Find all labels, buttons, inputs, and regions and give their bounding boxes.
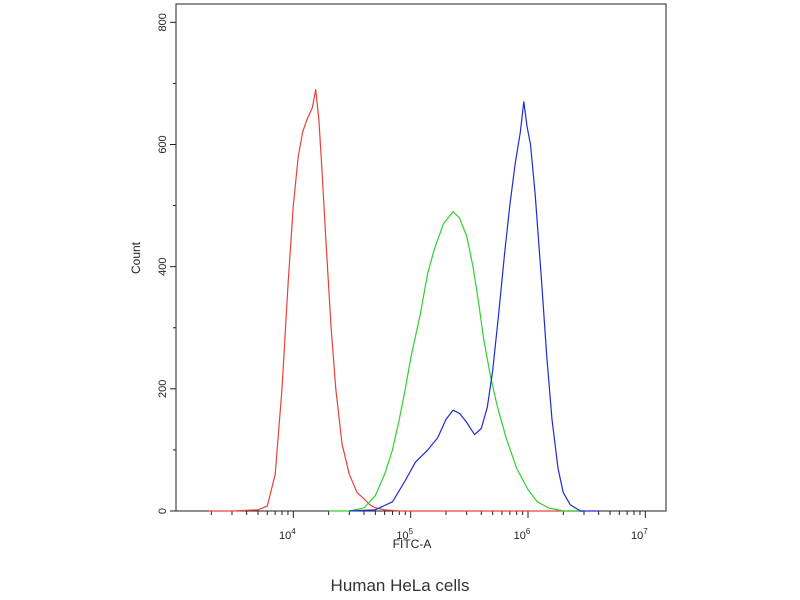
- y-axis: 0 200 400 600 800: [157, 13, 176, 514]
- y-tick-label: 600: [157, 135, 169, 153]
- chart-caption: Human HeLa cells: [330, 576, 470, 595]
- y-axis-label: Count: [129, 241, 143, 274]
- y-tick-label: 200: [157, 380, 169, 398]
- series-line-3: [349, 101, 599, 512]
- x-axis-label: FITC-A: [393, 537, 432, 551]
- plot-frame: [175, 3, 667, 512]
- x-axis: 104 105 106 107: [210, 511, 648, 542]
- series-line-2: [328, 211, 584, 512]
- series-layer: [208, 88, 599, 512]
- y-tick-label: 0: [157, 508, 169, 514]
- x-tick-label: 106: [514, 527, 531, 542]
- x-tick-label: 107: [631, 527, 648, 542]
- x-tick-label: 105: [396, 527, 413, 542]
- y-tick-label: 800: [157, 13, 169, 31]
- x-tick-label: 104: [279, 527, 296, 542]
- y-tick-label: 400: [157, 257, 169, 275]
- series-line-1: [208, 88, 584, 512]
